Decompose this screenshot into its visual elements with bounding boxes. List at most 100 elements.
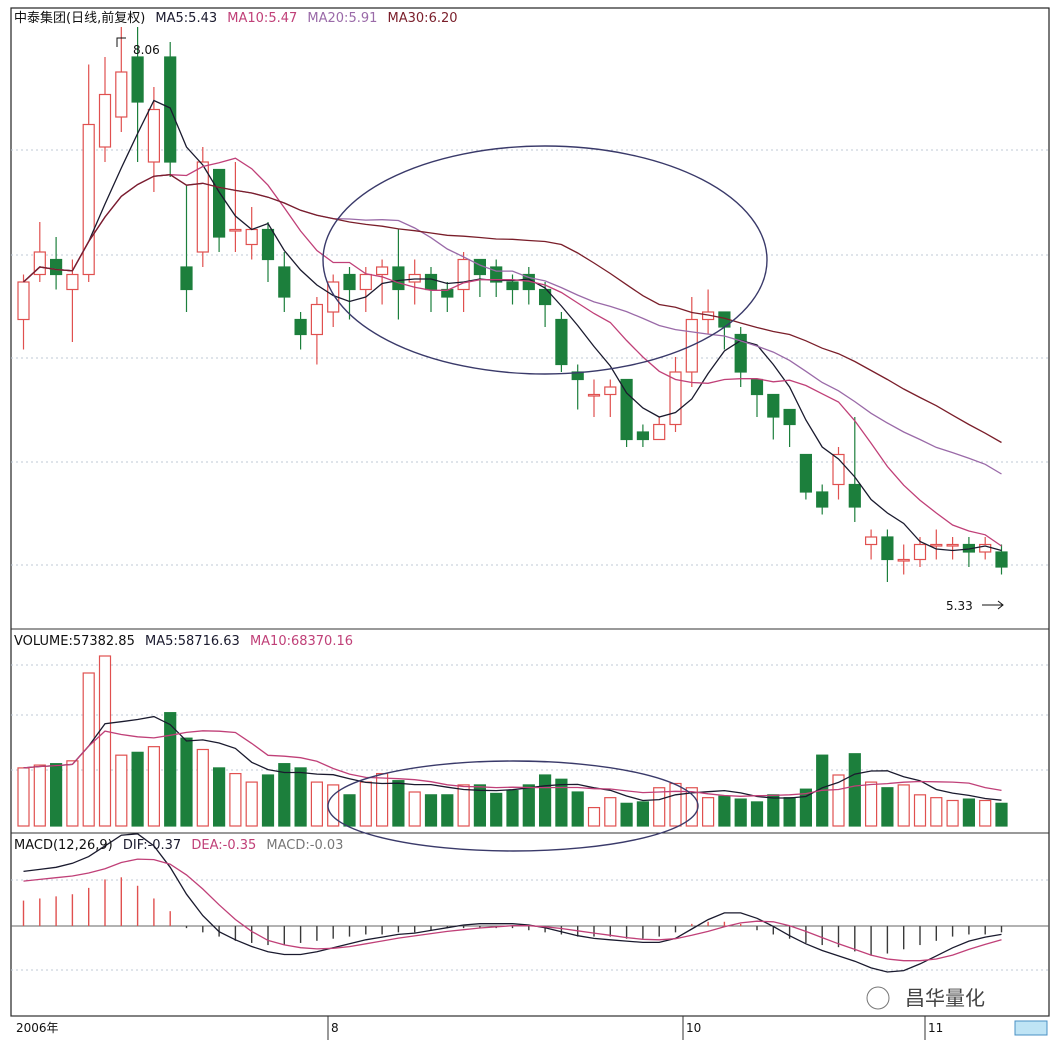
legend-ma30: MA30:6.20 [388,11,458,26]
legend-ma10: MA10:5.47 [227,11,297,26]
volume-bar [571,791,584,827]
candle-body [799,453,813,493]
watermark-text: 昌华量化 [905,986,985,1010]
candle-body [115,71,128,118]
volume-bar [962,798,976,827]
legend-title: 中泰集团(日线,前复权) [14,10,145,26]
volume-bar [864,781,878,827]
volume-bar [897,784,910,827]
candle-body [457,258,470,291]
price-legend: 中泰集团(日线,前复权) MA5:5.43 MA10:5.47 MA20:5.9… [14,10,458,26]
volume-bar [587,806,601,827]
volume-bar [881,787,894,827]
scroll-indicator[interactable] [1014,1020,1048,1036]
legend-ma5: MA5:5.43 [155,11,217,26]
legend-vol-ma5: MA5:58716.63 [145,634,240,649]
candle-body [278,266,291,298]
high-marker [116,37,126,47]
candle-body [734,333,747,373]
candle-body [995,551,1008,568]
x-label-8: 8 [331,1021,339,1035]
legend-vol-ma10: MA10:68370.16 [250,634,353,649]
volume-bar [196,748,209,827]
dif-line [23,833,1002,973]
candle-body [832,453,845,486]
candle-body [196,161,209,253]
legend-macd-name: MACD(12,26,9) [14,838,113,853]
volume-bar [799,788,813,827]
candle-body [913,543,927,561]
candle-body [897,558,910,562]
legend-macd-value: MACD:-0.03 [266,838,343,853]
candle-body [441,288,454,298]
candle-body [783,408,796,426]
volume-bar [506,789,519,827]
volume-bar [848,753,861,827]
candle-body [49,258,63,276]
candle-body [881,536,894,561]
low-annotation: 5.33 [946,599,973,613]
volume-bar [979,799,992,827]
highlight-ellipse-volume [327,760,699,852]
candle-body [343,273,356,291]
legend-dif: DIF:-0.37 [123,838,181,853]
candle-body [653,423,666,441]
volume-bar [930,797,943,827]
volume-bar [995,802,1008,827]
volume-bar [538,774,552,827]
volume-bar [620,802,633,827]
volume-bar [653,787,666,827]
candle-body [620,378,633,441]
candle-body [848,483,861,508]
volume-bar [946,799,959,827]
volume-bar [701,797,715,827]
candle-body [294,318,307,336]
volume-bar [98,655,112,827]
volume-bar [392,780,405,827]
wechat-icon [866,986,890,1010]
volume-bar [82,672,95,827]
candle-body [864,536,878,546]
candle-body [147,108,160,163]
volume-bar [750,801,764,827]
ma30-line [23,174,1002,444]
candle-body [180,266,193,291]
volume-bar [376,772,389,827]
legend-ma20: MA20:5.91 [307,11,377,26]
watermark: 昌华量化 [866,986,985,1010]
candle-body [310,303,323,336]
volume-bar [278,763,291,827]
low-arrow [982,600,1004,610]
x-label-2006: 2006年 [16,1021,59,1035]
indicator-lines [23,99,1002,973]
volume-bar [310,781,323,827]
volume-bar [913,794,927,827]
candle-body [98,93,112,148]
candle-body [66,273,79,291]
gridlines [11,149,1049,971]
candle-body [424,273,438,291]
candle-body [767,393,780,418]
volume-bar [604,797,617,827]
macd-legend: MACD(12,26,9) DIF:-0.37 DEA:-0.35 MACD:-… [14,838,343,853]
ma5-line [23,99,1002,552]
candle-body [587,393,601,397]
volume-ma5-line [23,715,1002,802]
candle-body [392,266,405,291]
volume-bar [734,798,747,827]
volume-bar [636,801,650,827]
volume-bar [245,781,258,827]
volume-bar [359,781,372,827]
candle-body [376,266,389,276]
volume-bar [115,754,128,827]
volume-bar [213,767,226,827]
candle-body [946,543,959,547]
volume-bar [457,784,470,827]
volume-bar [33,764,46,827]
candle-body [604,386,617,396]
volume-bar [343,794,356,827]
volume-legend: VOLUME:57382.85 MA5:58716.63 MA10:68370.… [14,634,353,649]
volume-bar [718,795,731,827]
candlesticks [17,27,1008,582]
